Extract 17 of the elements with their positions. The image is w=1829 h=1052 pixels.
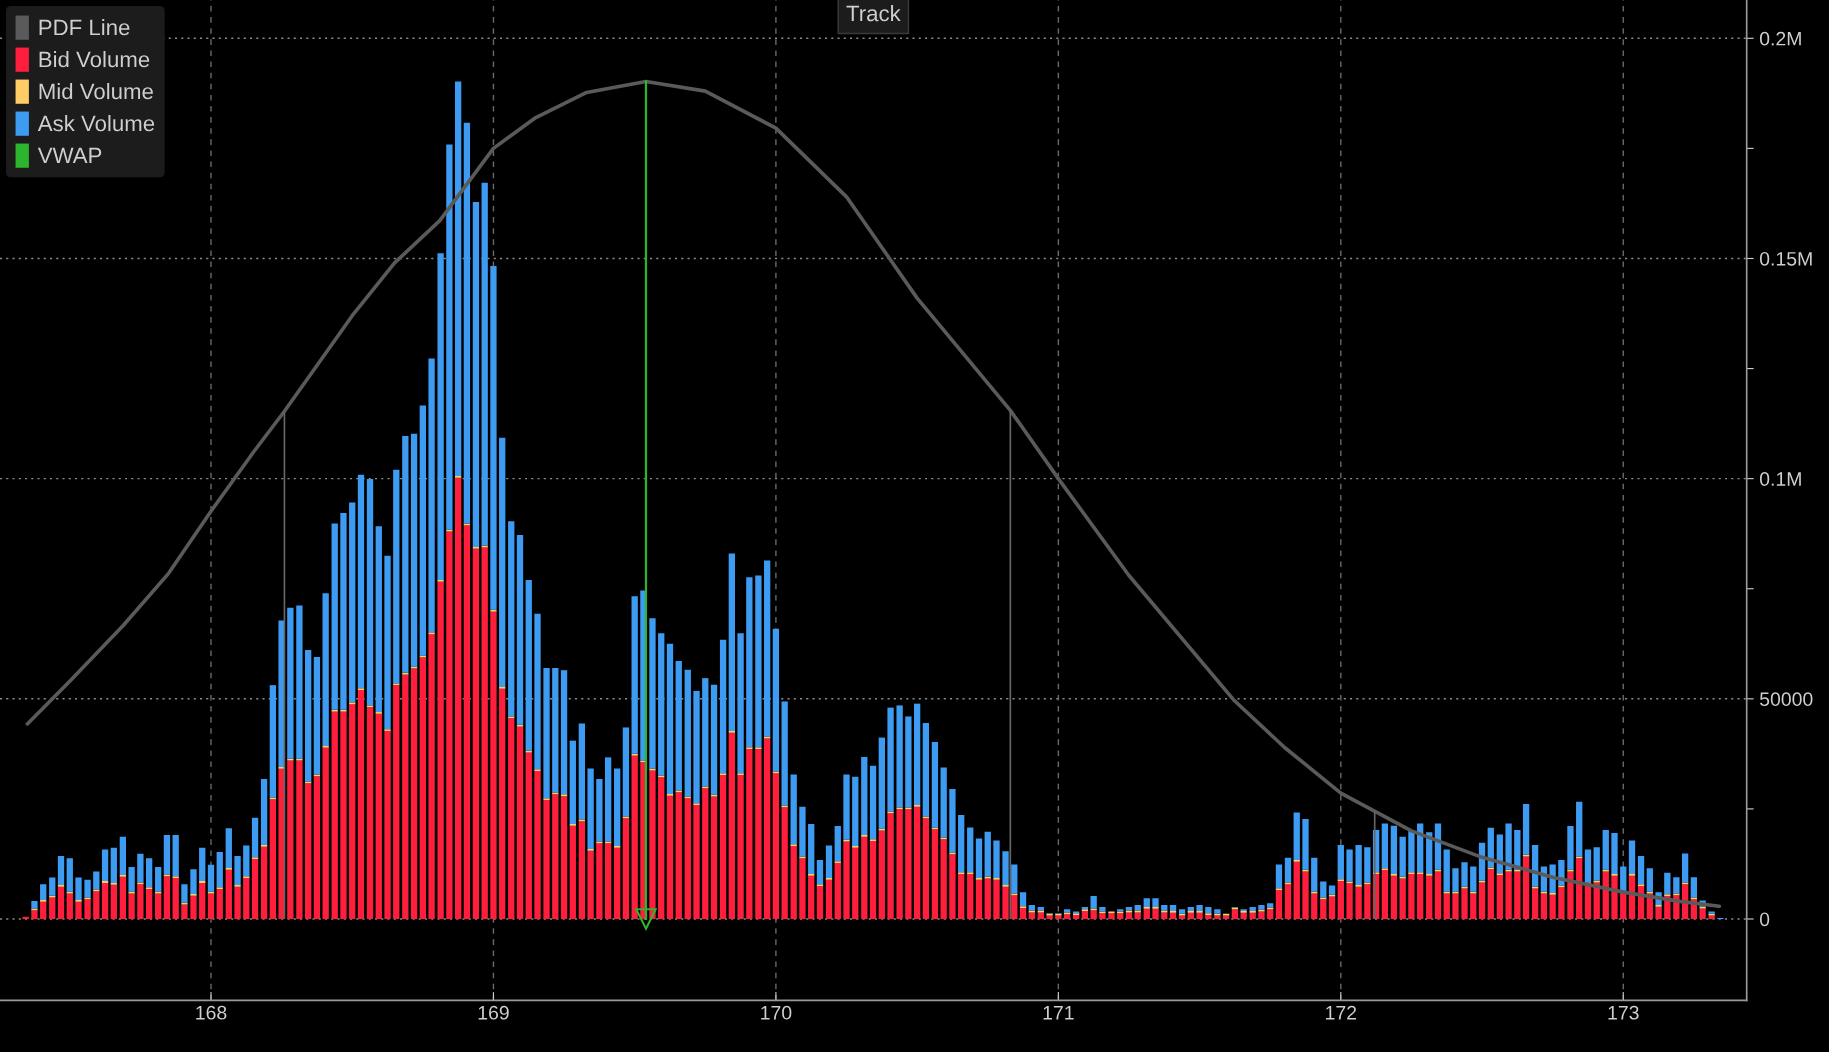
x-tick-label: 171 bbox=[1043, 1006, 1074, 1020]
y-tick-label: 50000 bbox=[1759, 692, 1813, 707]
x-tick-label: 170 bbox=[761, 1005, 792, 1020]
x-tick-label: 169 bbox=[478, 1005, 509, 1020]
legend-label: Bid Volume bbox=[39, 51, 150, 68]
legend-label: Ask Volume bbox=[37, 115, 155, 132]
y-tick-label: 0.15M bbox=[1759, 251, 1812, 266]
y-tick-label: 0 bbox=[1759, 912, 1770, 927]
legend-label: Mid Volume bbox=[39, 83, 153, 100]
x-tick-label: 172 bbox=[1326, 1005, 1357, 1020]
legend-label: PDF Line bbox=[39, 19, 130, 36]
y-tick-label: 0.2M bbox=[1759, 31, 1801, 46]
y-tick-label: 0.1M bbox=[1759, 472, 1801, 486]
x-tick-label: 173 bbox=[1608, 1005, 1639, 1020]
legend-label: VWAP bbox=[37, 147, 102, 164]
annotation: Track bbox=[846, 5, 901, 22]
x-tick-label: 168 bbox=[196, 1005, 227, 1020]
